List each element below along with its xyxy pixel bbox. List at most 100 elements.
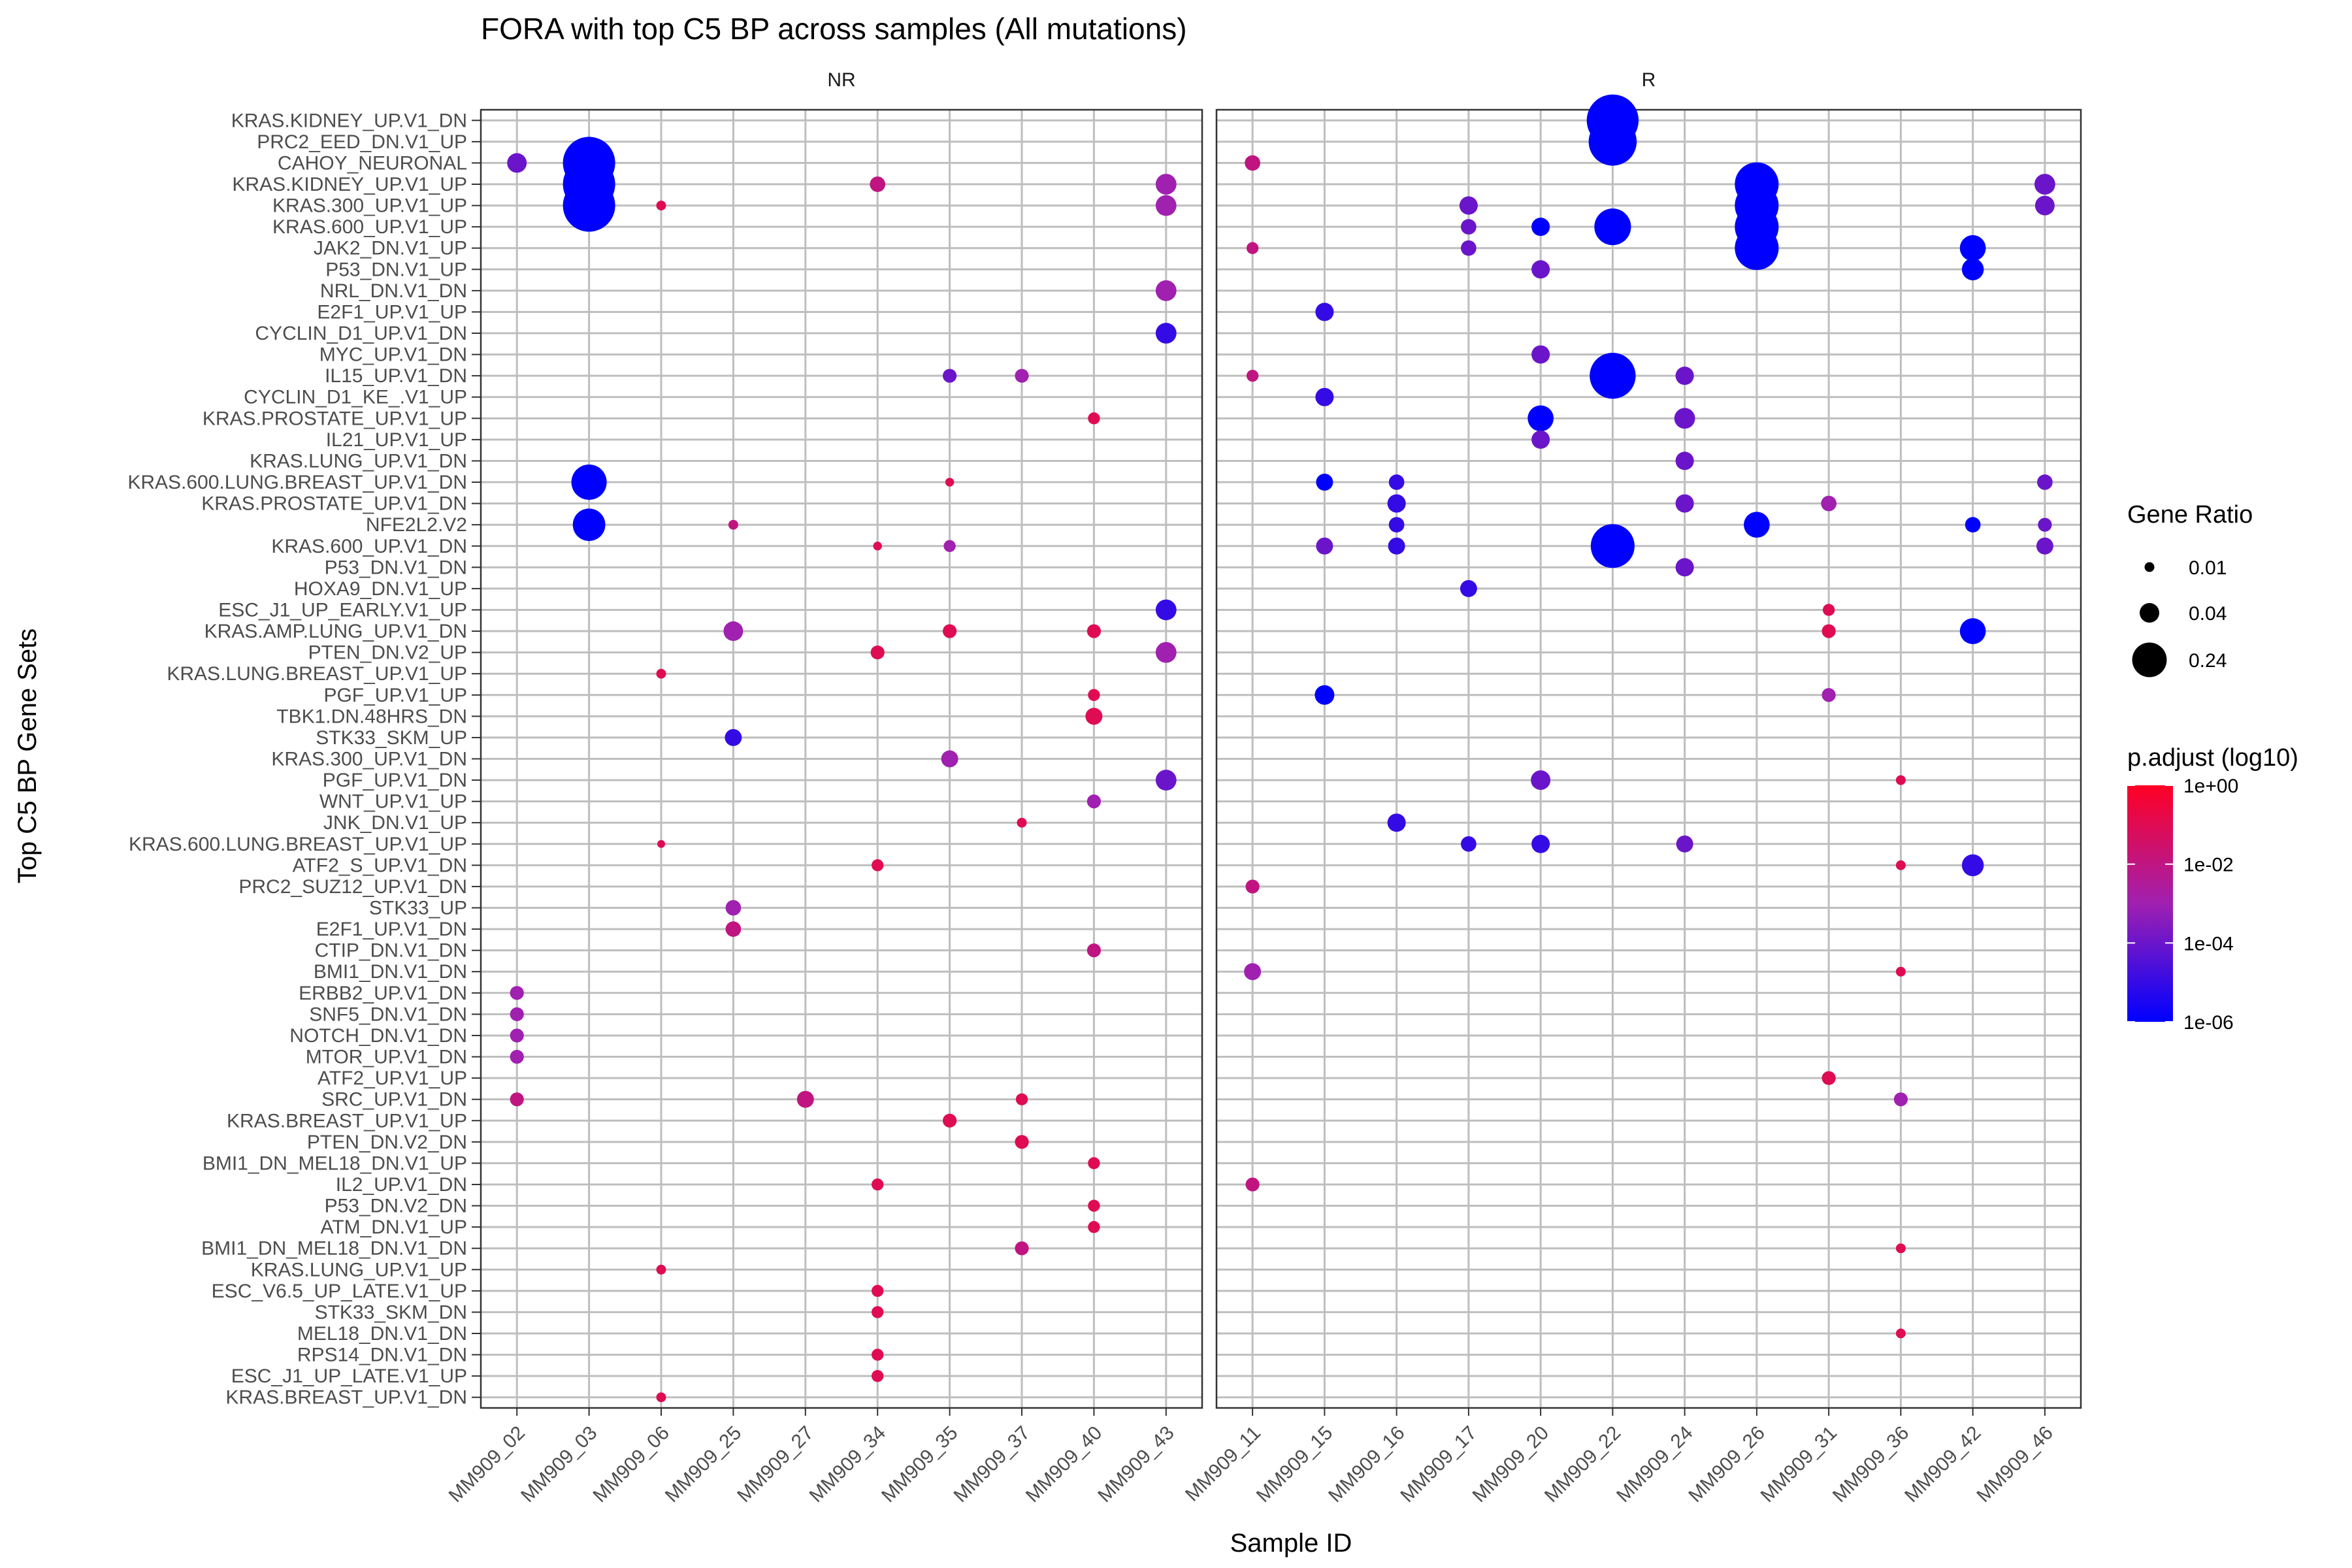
data-point xyxy=(510,986,524,1000)
data-point xyxy=(1590,352,1636,399)
y-tick-label: IL2_UP.V1_DN xyxy=(336,1174,467,1196)
data-point xyxy=(1895,1243,1906,1254)
y-tick-label: RPS14_DN.V1_DN xyxy=(297,1345,467,1366)
y-tick-label: JAK2_DN.V1_UP xyxy=(314,238,467,259)
data-point xyxy=(870,645,885,660)
facet-panels: NR R xyxy=(480,69,2082,1409)
size-legend-label: 0.01 xyxy=(2189,557,2227,579)
y-tick-label: KRAS.300_UP.V1_DN xyxy=(271,749,467,770)
data-point xyxy=(510,1092,524,1107)
color-legend-label: 1e-02 xyxy=(2183,855,2234,876)
data-point xyxy=(1821,688,1836,702)
data-point xyxy=(942,624,957,638)
y-tick-label: P53_DN.V2_DN xyxy=(325,1196,467,1217)
x-tick-label: MM909_25 xyxy=(661,1422,745,1507)
data-point xyxy=(2034,174,2055,195)
x-tick-label: MM909_34 xyxy=(806,1422,890,1507)
data-point xyxy=(1015,368,1029,383)
y-tick-label: BMI1_DN_MEL18_DN.V1_DN xyxy=(201,1238,467,1260)
data-point xyxy=(872,1348,884,1361)
data-point xyxy=(1017,817,1027,828)
data-point xyxy=(1015,1093,1028,1105)
data-point xyxy=(1674,408,1695,429)
data-point xyxy=(1822,604,1835,616)
data-point xyxy=(1959,618,1986,644)
data-point xyxy=(1531,770,1551,791)
data-point xyxy=(1015,1241,1029,1256)
data-point xyxy=(1590,524,1635,568)
data-point xyxy=(1088,1157,1100,1169)
y-tick-label: STK33_SKM_UP xyxy=(316,727,467,749)
color-legend-label: 1e-06 xyxy=(2183,1012,2234,1034)
size-legend-key xyxy=(2144,562,2155,572)
data-point xyxy=(2036,537,2053,555)
data-point xyxy=(1086,943,1102,958)
data-point xyxy=(1155,195,1177,216)
y-tick-label: STK33_SKM_DN xyxy=(315,1301,467,1323)
data-point xyxy=(563,179,615,232)
x-tick-label: MM909_20 xyxy=(1469,1422,1553,1507)
data-point xyxy=(1588,118,1637,166)
x-tick-label: MM909_03 xyxy=(517,1422,601,1507)
data-point xyxy=(2038,517,2052,532)
data-point xyxy=(1246,242,1259,254)
data-point xyxy=(725,900,742,916)
data-point xyxy=(656,1264,666,1275)
data-point xyxy=(1088,689,1100,701)
x-tick-label: MM909_36 xyxy=(1829,1422,1913,1507)
x-tick-label: MM909_16 xyxy=(1324,1422,1409,1507)
data-point xyxy=(943,540,956,552)
y-tick-label: MTOR_UP.V1_DN xyxy=(306,1047,467,1068)
x-tick-label: MM909_26 xyxy=(1684,1422,1769,1507)
x-axis-tick-labels: MM909_02MM909_03MM909_06MM909_25MM909_27… xyxy=(445,1408,2057,1507)
chart-title: FORA with top C5 BP across samples (All … xyxy=(481,12,1187,46)
data-point xyxy=(1244,963,1262,981)
data-point xyxy=(1821,624,1836,638)
data-point xyxy=(1675,451,1694,470)
y-tick-label: PRC2_EED_DN.V1_UP xyxy=(257,131,467,153)
data-point xyxy=(1527,405,1554,432)
size-legend-key xyxy=(2132,642,2167,678)
data-point xyxy=(2034,195,2055,216)
y-tick-label: KRAS.600.LUNG.BREAST_UP.V1_UP xyxy=(129,834,467,855)
data-point xyxy=(1315,387,1334,406)
data-point xyxy=(1895,1328,1906,1339)
data-point xyxy=(723,621,743,642)
y-tick-label: KRAS.600.LUNG.BREAST_UP.V1_DN xyxy=(127,472,467,493)
data-point xyxy=(1315,685,1335,705)
data-point xyxy=(1088,1200,1100,1212)
x-tick-label: MM909_31 xyxy=(1757,1422,1841,1507)
data-point xyxy=(1245,155,1260,171)
y-tick-label: KRAS.BREAST_UP.V1_UP xyxy=(227,1110,467,1132)
x-tick-label: MM909_17 xyxy=(1396,1422,1480,1507)
data-point xyxy=(1155,323,1177,344)
y-tick-label: BMI1_DN_MEL18_DN.V1_UP xyxy=(203,1152,467,1174)
y-tick-label: CYCLIN_D1_KE_.V1_UP xyxy=(244,387,467,408)
data-point xyxy=(507,153,527,173)
y-axis-tick-labels: KRAS.KIDNEY_UP.V1_DNPRC2_EED_DN.V1_UPCAH… xyxy=(127,110,481,1409)
y-tick-label: ATF2_S_UP.V1_DN xyxy=(293,855,467,876)
x-tick-label: MM909_27 xyxy=(733,1422,817,1507)
x-tick-label: MM909_24 xyxy=(1612,1422,1697,1507)
data-point xyxy=(1675,558,1694,577)
color-legend-label: 1e-04 xyxy=(2183,933,2234,955)
data-point xyxy=(725,921,742,937)
data-point xyxy=(870,176,886,192)
x-tick-label: MM909_35 xyxy=(877,1422,962,1507)
data-point xyxy=(872,1369,884,1382)
data-point xyxy=(1155,280,1177,301)
y-tick-label: KRAS.300_UP.V1_UP xyxy=(272,195,467,217)
data-point xyxy=(1895,775,1906,785)
y-tick-label: PGF_UP.V1_DN xyxy=(323,770,467,791)
data-points xyxy=(507,94,2055,1403)
data-point xyxy=(1460,580,1477,597)
data-point xyxy=(656,1392,666,1403)
data-point xyxy=(1531,218,1550,237)
y-tick-label: KRAS.KIDNEY_UP.V1_UP xyxy=(232,174,467,195)
data-point xyxy=(510,1007,524,1021)
data-point xyxy=(1461,240,1477,256)
data-point xyxy=(1088,1220,1100,1233)
data-point xyxy=(1821,1071,1836,1085)
y-tick-label: P53_DN.V1_UP xyxy=(325,259,467,280)
size-legend-title: Gene Ratio xyxy=(2127,501,2253,529)
